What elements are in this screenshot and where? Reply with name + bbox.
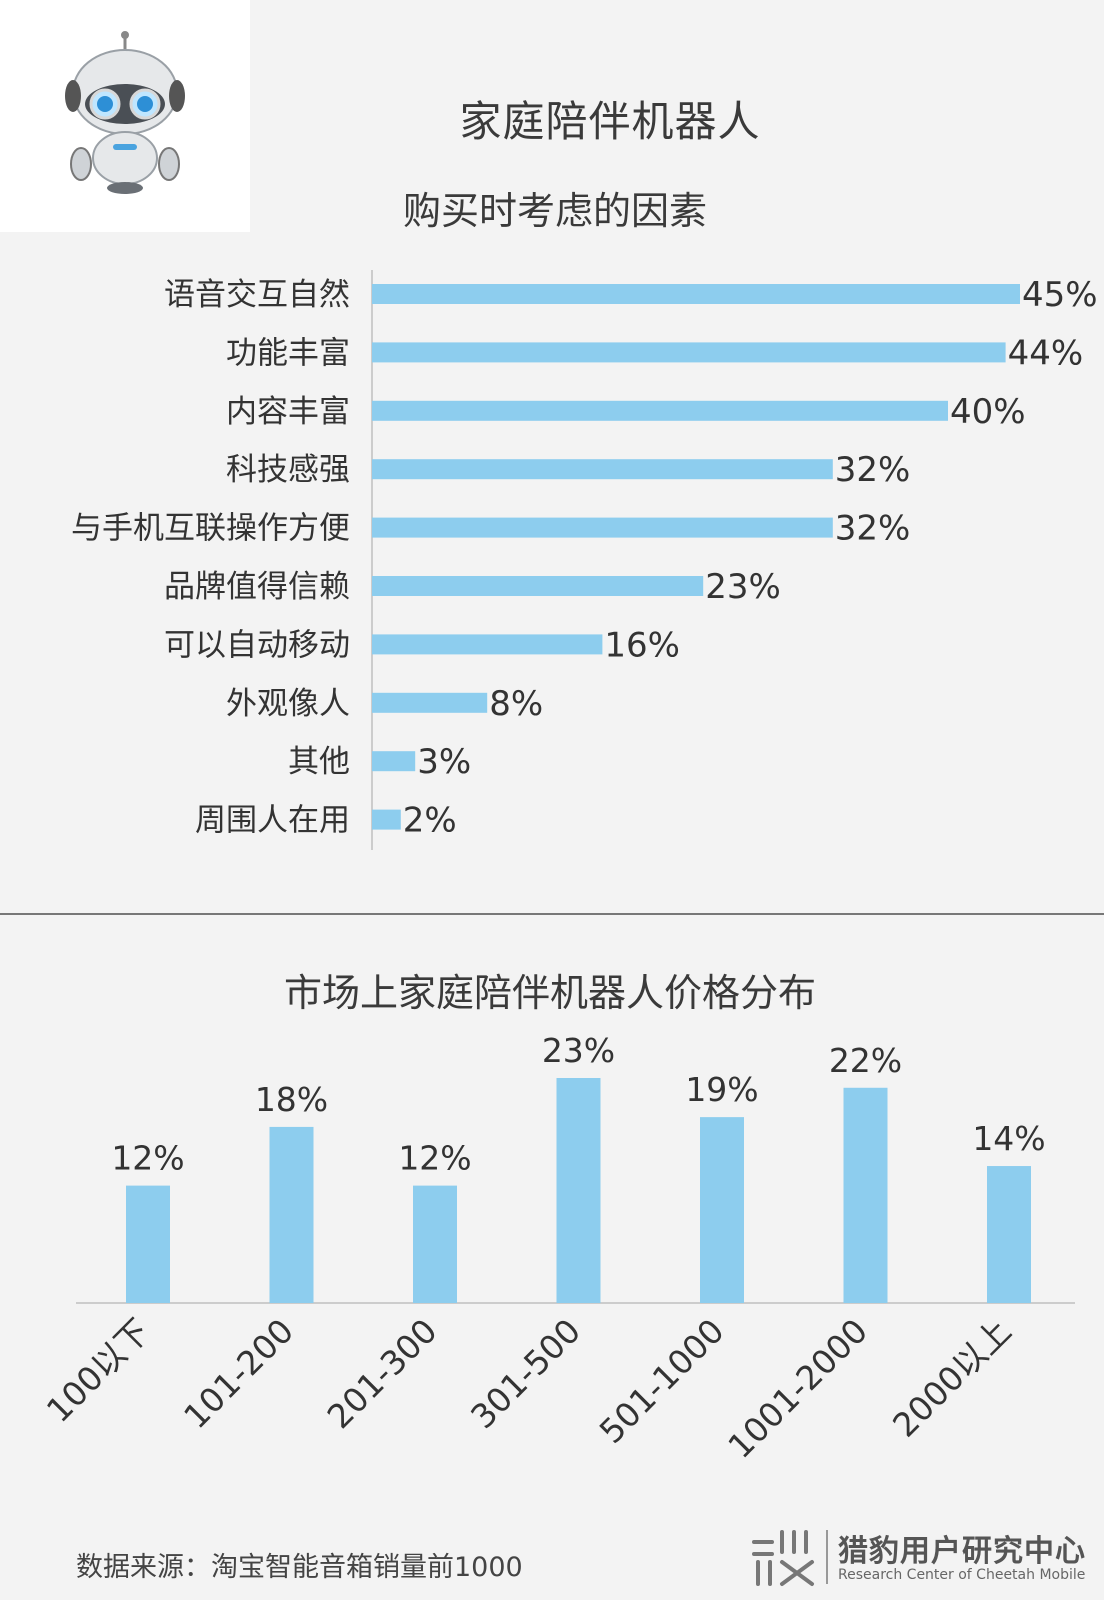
factor-value-label: 23% (705, 567, 781, 607)
price-category-label: 201-300 (320, 1311, 445, 1436)
price-category-label: 1001-2000 (720, 1311, 875, 1466)
brand-subtitle: Research Center of Cheetah Mobile (838, 1567, 1086, 1583)
factor-label: 科技感强 (226, 452, 350, 488)
price-category-label: 501-1000 (592, 1311, 732, 1451)
factor-value-label: 40% (950, 392, 1026, 432)
price-bar (987, 1166, 1031, 1303)
factor-label: 外观像人 (226, 686, 350, 722)
price-bar (413, 1185, 457, 1303)
factor-bar (372, 342, 1006, 363)
factor-bar (372, 284, 1020, 304)
brand-separator (826, 1530, 828, 1584)
price-bar (556, 1078, 601, 1303)
factor-label: 周围人在用 (195, 803, 350, 839)
factors-bar-chart: 语音交互自然 45% 功能丰富 44% 内容丰富 40% 科技感强 32% 与手机互联操作方便 3… (71, 270, 1098, 850)
price-bar (843, 1087, 888, 1303)
price-bar (700, 1117, 744, 1303)
price-category-label: 301-500 (463, 1311, 588, 1436)
factor-bar (372, 517, 833, 538)
factor-value-label: 44% (1008, 333, 1084, 373)
price-value-label: 22% (829, 1041, 902, 1080)
factor-label: 与手机互联操作方便 (71, 511, 350, 547)
price-value-label: 19% (685, 1070, 758, 1109)
factor-value-label: 32% (835, 450, 911, 490)
price-bar (269, 1126, 314, 1303)
brand-logo-icon (752, 1530, 814, 1586)
price-value-label: 12% (398, 1139, 471, 1178)
factor-label: 语音交互自然 (164, 277, 350, 313)
factor-label: 可以自动移动 (164, 627, 350, 663)
robot-icon (65, 31, 185, 194)
factor-bar (372, 809, 401, 830)
page-title: 家庭陪伴机器人 (459, 97, 761, 146)
factor-value-label: 32% (835, 509, 911, 549)
robot-illustration-panel (0, 0, 250, 232)
price-category-label: 101-200 (176, 1311, 301, 1436)
factor-bar (372, 400, 948, 421)
price-category-label: 2000以上 (885, 1311, 1019, 1445)
price-bar-chart: 12% 100以下 18% 101-200 12% 201-300 23% 301-500 19… (39, 1031, 1075, 1466)
price-category-label: 100以下 (39, 1311, 158, 1430)
factor-value-label: 3% (417, 742, 471, 782)
factor-label: 功能丰富 (226, 335, 350, 371)
factor-label: 内容丰富 (226, 394, 350, 430)
factor-bar (372, 576, 704, 596)
section-divider (0, 913, 1104, 915)
price-value-label: 14% (972, 1119, 1045, 1158)
factor-label: 其他 (288, 744, 350, 780)
factor-value-label: 45% (1022, 275, 1098, 315)
factors-chart-title: 购买时考虑的因素 (402, 189, 707, 233)
factor-bar (372, 634, 603, 655)
price-value-label: 23% (542, 1031, 615, 1070)
factor-bar (372, 459, 833, 480)
brand-block: 猎豹用户研究中心 Research Center of Cheetah Mobi… (750, 1526, 1090, 1588)
data-source-note: 数据来源：淘宝智能音箱销量前1000 (76, 1552, 523, 1583)
factor-value-label: 8% (489, 684, 543, 724)
factor-bar (372, 751, 416, 772)
price-value-label: 18% (255, 1080, 328, 1119)
price-bar (126, 1185, 170, 1303)
factor-value-label: 2% (403, 801, 457, 841)
price-value-label: 12% (111, 1139, 184, 1178)
price-chart-title: 市场上家庭陪伴机器人价格分布 (283, 971, 816, 1015)
factor-value-label: 16% (604, 625, 680, 665)
factor-bar (372, 692, 488, 713)
brand-name: 猎豹用户研究中心 (838, 1534, 1086, 1569)
factor-label: 品牌值得信赖 (164, 569, 350, 605)
